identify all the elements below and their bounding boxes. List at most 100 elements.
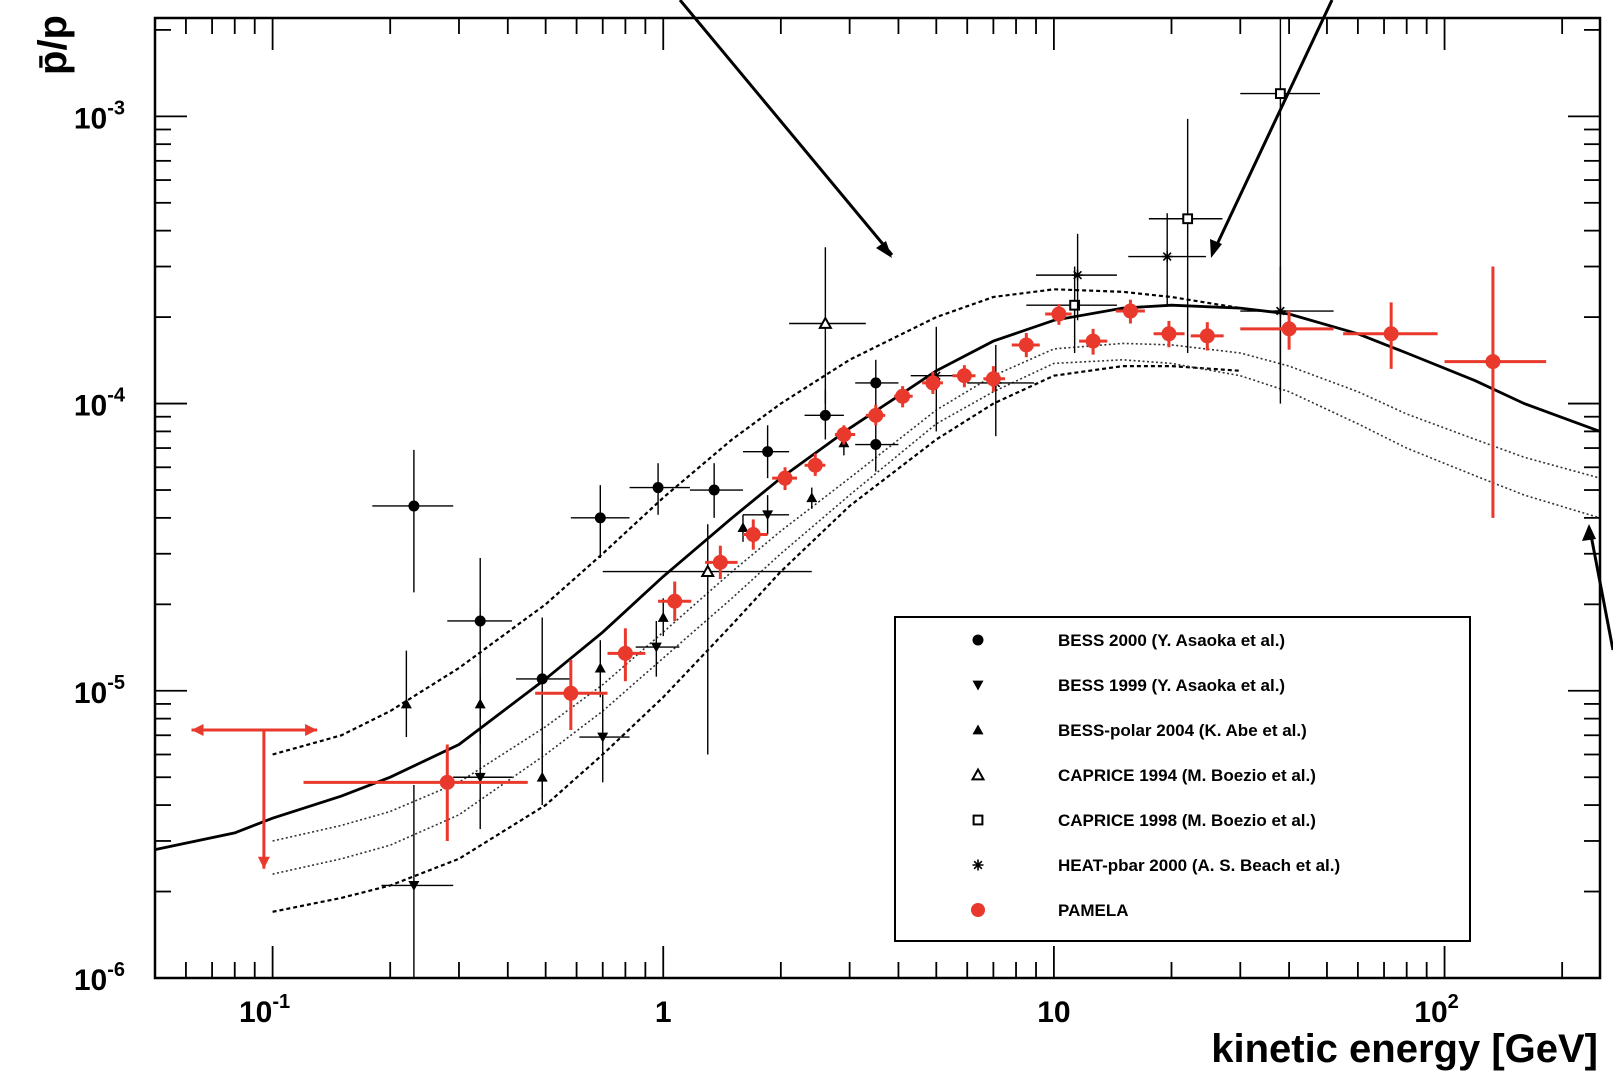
data-point [667, 593, 683, 609]
data-point [563, 685, 579, 701]
data-point [474, 698, 486, 709]
data-point [985, 371, 1001, 387]
data-point [1281, 321, 1297, 337]
data-point [737, 522, 749, 532]
data-point [1161, 251, 1173, 263]
data-point [474, 772, 486, 783]
y-tick-label: 10-5 [74, 672, 125, 710]
range-arrowhead-left [191, 724, 204, 737]
legend-label: PAMELA [1058, 901, 1129, 920]
annotation-arrow-3 [1588, 529, 1613, 651]
data-point [408, 500, 420, 512]
y-tick-label: 10-6 [74, 959, 125, 997]
annotation-arrow-1 [678, 0, 894, 256]
data-point [700, 564, 715, 577]
legend-label: HEAT-pbar 2000 (A. S. Beach et al.) [1058, 856, 1340, 875]
data-point [1051, 306, 1067, 322]
annotation-arrows [678, 0, 1613, 651]
data-point [1274, 88, 1286, 100]
data-point [1182, 213, 1194, 225]
annotation-arrow-2 [1211, 0, 1334, 254]
data-point [762, 446, 774, 458]
legend-marker [972, 634, 984, 646]
data-point [762, 510, 774, 521]
data-point [1072, 269, 1084, 281]
model-curve-dotted [272, 358, 1601, 875]
data-points [191, 18, 1547, 978]
series-1 [381, 495, 790, 978]
data-point [708, 484, 720, 496]
data-point [536, 771, 548, 782]
data-point [617, 645, 633, 661]
data-point [1199, 328, 1215, 344]
data-point [712, 554, 728, 570]
legend-label: BESS 1999 (Y. Asaoka et al.) [1058, 676, 1285, 695]
x-tick-label: 10 [1037, 996, 1070, 1029]
data-point [400, 698, 412, 709]
data-point [806, 492, 818, 503]
data-point [1161, 326, 1177, 342]
annotation-arrowhead-3 [1582, 524, 1596, 541]
series-6 [191, 266, 1547, 869]
legend-marker [972, 680, 984, 691]
data-point [1274, 305, 1286, 317]
series-2 [400, 431, 850, 806]
data-point [836, 427, 852, 443]
data-point [925, 375, 941, 391]
legend-label: CAPRICE 1998 (M. Boezio et al.) [1058, 811, 1316, 830]
data-point [408, 881, 420, 891]
series-0 [372, 359, 899, 799]
y-axis-title: p̄/p [31, 15, 75, 75]
x-tick-label: 1 [655, 996, 672, 1029]
tick-labels: 10-1 1 10 102 10-3 10-4 10-5 10-6 [74, 97, 1459, 1029]
legend-label: BESS-polar 2004 (K. Abe et al.) [1058, 721, 1307, 740]
data-point [652, 482, 664, 494]
model-curve-dashed [272, 365, 1241, 913]
data-point [870, 377, 882, 389]
plot-frame [153, 16, 1602, 980]
data-point [1085, 333, 1101, 349]
annotation-arrowhead-2 [1210, 239, 1222, 258]
data-point [1485, 354, 1501, 370]
series-4 [1026, 18, 1321, 404]
x-tick-label: 102 [1414, 991, 1459, 1029]
data-point [650, 642, 662, 653]
legend-box [894, 616, 1471, 942]
legend-marker [972, 859, 984, 871]
data-point [745, 527, 761, 543]
legend-marker [972, 814, 984, 826]
data-point [818, 315, 833, 329]
data-point [594, 512, 606, 524]
data-point [1018, 337, 1034, 353]
legend-marker [971, 903, 985, 917]
legend-marker [972, 724, 984, 735]
y-tick-label: 10-4 [74, 385, 126, 423]
data-point [474, 615, 486, 627]
data-point [868, 407, 884, 423]
data-point [870, 439, 882, 451]
data-point [1122, 303, 1138, 319]
x-axis-title: kinetic energy [GeV] [1211, 1027, 1598, 1071]
upper-limit-arrowhead [257, 856, 270, 869]
data-point [819, 409, 831, 421]
data-point [777, 470, 793, 486]
data-point [895, 388, 911, 404]
annotation-arrowhead-1 [876, 241, 892, 258]
data-point [657, 611, 669, 622]
data-point [536, 673, 548, 685]
x-tick-label: 10-1 [239, 991, 290, 1029]
range-arrowhead-right [305, 724, 318, 737]
data-point [594, 662, 606, 673]
legend-label: BESS 2000 (Y. Asaoka et al.) [1058, 631, 1285, 650]
model-curves [154, 288, 1601, 913]
data-point [807, 457, 823, 473]
model-curve-solid [154, 303, 1601, 851]
legend-marker [970, 767, 986, 781]
data-point [1069, 299, 1081, 311]
data-point [930, 370, 942, 382]
legend: BESS 2000 (Y. Asaoka et al.) BESS 1999 (Y… [894, 616, 1471, 942]
data-point [597, 732, 609, 743]
data-point [956, 368, 972, 384]
y-tick-label: 10-3 [74, 97, 125, 135]
